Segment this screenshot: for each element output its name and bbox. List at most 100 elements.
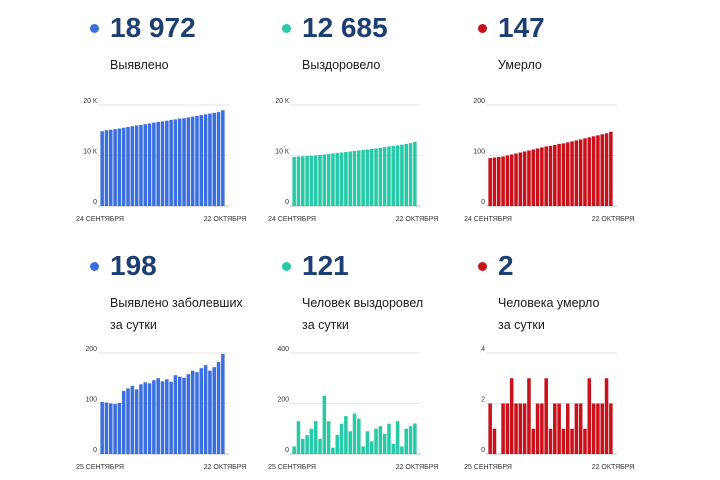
bar (352, 413, 357, 454)
stat-label: Человек выздоровел за сутки (302, 292, 482, 336)
bar (326, 153, 331, 206)
bar (357, 150, 361, 206)
bar (596, 403, 600, 454)
bar (509, 154, 514, 206)
bar (182, 118, 186, 206)
bar (400, 446, 404, 454)
stat-value: 12 685 (302, 12, 388, 43)
stat-header: 121 (274, 248, 474, 284)
series-color-dot (90, 262, 99, 271)
y-tick-label: 100 (473, 149, 485, 156)
bar (583, 138, 587, 206)
bar (121, 390, 126, 454)
bar (514, 403, 518, 454)
bar (190, 370, 195, 454)
bar (104, 402, 109, 454)
bar (130, 126, 135, 206)
x-end-label: 22 ОКТЯБРЯ (396, 464, 439, 471)
bar (527, 150, 531, 206)
bar (514, 153, 518, 206)
bar (522, 151, 527, 206)
bar (113, 404, 117, 454)
bar (182, 377, 186, 454)
bar (413, 423, 417, 454)
bar (587, 137, 592, 206)
y-tick-label: 0 (93, 447, 97, 454)
stat-header: 2 (470, 248, 670, 284)
stat-label-line: Выявлено (110, 58, 169, 72)
bar (100, 401, 104, 454)
bar (143, 124, 148, 206)
bar (527, 378, 531, 454)
bar (587, 378, 592, 454)
x-start-label: 25 СЕНТЯБРЯ (76, 464, 124, 471)
bar (382, 433, 387, 454)
bar (548, 428, 553, 454)
bar (609, 403, 613, 454)
bar (361, 149, 365, 206)
stat-label-line: Выздоровело (302, 58, 381, 72)
bar (400, 144, 404, 206)
bar (408, 426, 413, 454)
bar (139, 384, 143, 454)
y-tick-label: 0 (285, 447, 289, 454)
bar (156, 121, 160, 206)
y-tick-label: 2 (481, 397, 485, 404)
bar (169, 381, 173, 454)
bar (134, 389, 139, 454)
bar-chart: 0 200 400 25 СЕНТЯБРЯ 22 ОКТЯБРЯ (268, 346, 439, 471)
bar (208, 370, 212, 454)
bar (404, 143, 408, 206)
bar (352, 150, 357, 206)
bar (160, 121, 165, 206)
bar (395, 145, 400, 206)
stat-header: 12 685 (274, 10, 474, 46)
bar (561, 143, 566, 206)
bar (292, 446, 296, 454)
bar (212, 112, 216, 206)
y-tick-label: 0 (93, 199, 97, 206)
bar (335, 152, 340, 206)
bar (331, 153, 335, 206)
bar (596, 135, 600, 206)
bar (553, 144, 557, 206)
x-start-label: 24 СЕНТЯБРЯ (76, 216, 124, 223)
bar (322, 395, 327, 454)
bar (117, 402, 122, 454)
bar (121, 127, 126, 206)
bar (305, 435, 309, 454)
bar (292, 157, 296, 206)
bar (348, 151, 352, 206)
bar (497, 157, 501, 206)
y-tick-label: 10 К (275, 149, 290, 156)
bar (309, 155, 314, 206)
bar (378, 426, 383, 454)
stat-label-line: Умерло (498, 58, 542, 72)
bar (557, 403, 561, 454)
bar (152, 122, 156, 206)
bar (318, 438, 322, 454)
bar (177, 376, 182, 454)
bar (387, 423, 391, 454)
bar (544, 146, 548, 206)
bar (186, 117, 191, 206)
bar (522, 403, 527, 454)
y-tick-label: 0 (285, 199, 289, 206)
bar (361, 446, 365, 454)
bar (195, 115, 199, 206)
stat-label: Выявлено (110, 54, 290, 76)
bar (408, 143, 413, 206)
y-tick-label: 200 (473, 98, 485, 105)
bar (488, 158, 492, 206)
bar (387, 146, 391, 206)
stat-header: 147 (470, 10, 670, 46)
bar (335, 435, 340, 454)
bar (177, 118, 182, 206)
bar-chart: 0 10 К 20 К 24 СЕНТЯБРЯ 22 ОКТЯБРЯ (268, 98, 438, 223)
stat-label: Выздоровело (302, 54, 482, 76)
bar (531, 428, 536, 454)
bar (540, 403, 544, 454)
bar (313, 155, 318, 206)
bar (160, 381, 165, 454)
bar (365, 431, 370, 454)
